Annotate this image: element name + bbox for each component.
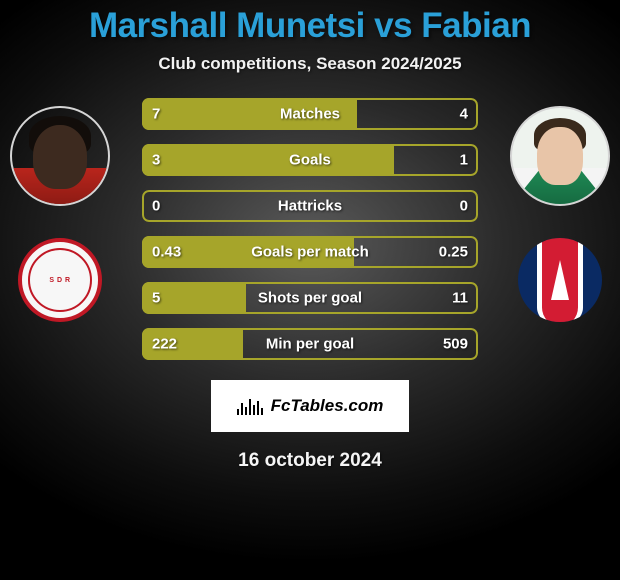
source-logo: FcTables.com <box>211 380 409 432</box>
stat-bar: Goals per match 0.43 0.25 <box>142 236 478 268</box>
comparison-body: S D R Matches 7 4 Goals 3 1 Hattricks 0 0 Goals p… <box>0 98 620 360</box>
stat-bar: Goals 3 1 <box>142 144 478 176</box>
logo-mark-icon <box>237 397 265 415</box>
club-left-crest: S D R <box>10 230 110 330</box>
stat-bar: Matches 7 4 <box>142 98 478 130</box>
stat-left-value: 5 <box>152 290 160 307</box>
comparison-card: Marshall Munetsi vs Fabian Club competit… <box>0 0 620 580</box>
club-right-crest <box>510 230 610 330</box>
club-left-label: S D R <box>49 277 70 284</box>
stat-left-value: 0.43 <box>152 244 181 261</box>
stat-left-value: 222 <box>152 336 177 353</box>
stat-bar-label: Hattricks <box>278 198 342 215</box>
stat-bar: Hattricks 0 0 <box>142 190 478 222</box>
stat-right-value: 509 <box>443 336 468 353</box>
stat-right-value: 0 <box>460 198 468 215</box>
stat-bar-label: Min per goal <box>266 336 354 353</box>
season-subtitle: Club competitions, Season 2024/2025 <box>158 54 461 74</box>
stat-right-value: 0.25 <box>439 244 468 261</box>
stat-bar-label: Goals per match <box>251 244 369 261</box>
player-right-face <box>537 127 583 185</box>
stat-bar: Min per goal 222 509 <box>142 328 478 360</box>
logo-text: FcTables.com <box>271 396 384 416</box>
stat-left-value: 0 <box>152 198 160 215</box>
stat-bar-label: Matches <box>280 106 340 123</box>
stat-right-value: 4 <box>460 106 468 123</box>
stat-left-value: 3 <box>152 152 160 169</box>
stat-bar-label: Goals <box>289 152 331 169</box>
stat-left-value: 7 <box>152 106 160 123</box>
stat-bar: Shots per goal 5 11 <box>142 282 478 314</box>
stat-bar-label: Shots per goal <box>258 290 362 307</box>
stat-right-value: 1 <box>460 152 468 169</box>
eiffel-icon <box>551 260 569 300</box>
player-right-avatar <box>510 106 610 206</box>
snapshot-date: 16 october 2024 <box>238 450 382 472</box>
page-title: Marshall Munetsi vs Fabian <box>89 6 531 46</box>
stat-right-value: 11 <box>452 290 468 307</box>
stat-bar-fill <box>142 144 394 176</box>
player-left-avatar <box>10 106 110 206</box>
player-left-face <box>33 125 87 189</box>
stat-bars: Matches 7 4 Goals 3 1 Hattricks 0 0 Goals per mat… <box>142 98 478 360</box>
